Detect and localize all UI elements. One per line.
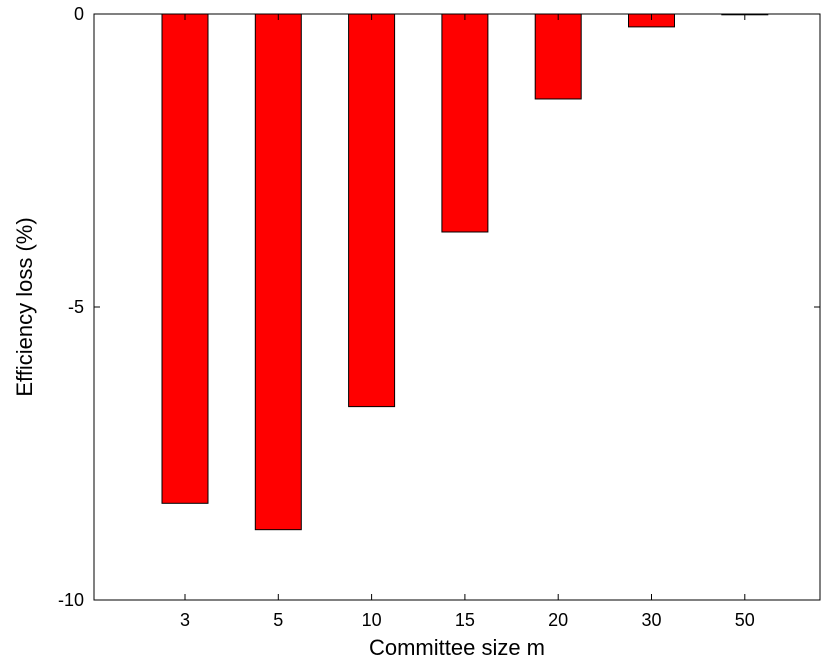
y-tick-label-0: 0 [74,4,84,24]
y-ticks-group: 0 -5 -10 [58,4,820,610]
x-axis-title: Committee size m [369,635,545,660]
x-ticks-group: 3 5 10 15 20 30 50 [180,14,755,630]
bar-10 [348,13,396,408]
x-tick-label-15: 15 [455,610,475,630]
bars-group [161,13,769,531]
x-tick-label-50: 50 [735,610,755,630]
x-tick-label-5: 5 [273,610,283,630]
x-tick-label-30: 30 [641,610,661,630]
bar-20 [534,13,582,100]
bar-3 [161,13,209,504]
y-tick-label-1: -5 [68,297,84,317]
y-tick-label-2: -10 [58,590,84,610]
y-axis-title: Efficiency loss (%) [12,217,37,396]
x-tick-label-20: 20 [548,610,568,630]
x-tick-label-3: 3 [180,610,190,630]
bar-15 [441,13,489,233]
bar-5 [254,13,302,531]
x-tick-label-10: 10 [362,610,382,630]
